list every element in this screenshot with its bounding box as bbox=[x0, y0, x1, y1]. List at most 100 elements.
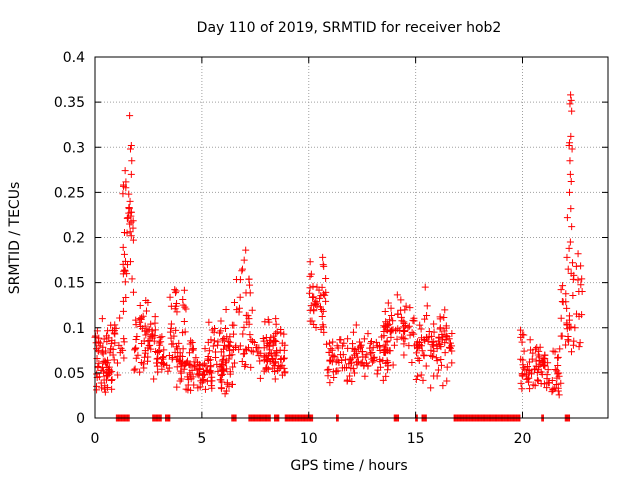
data-point bbox=[158, 333, 166, 341]
data-point bbox=[123, 229, 131, 237]
data-point bbox=[136, 302, 144, 310]
data-point bbox=[578, 275, 586, 283]
data-point bbox=[137, 359, 145, 367]
data-point bbox=[576, 339, 584, 347]
data-point bbox=[410, 330, 418, 338]
x-tick-label: 20 bbox=[514, 431, 532, 447]
data-point bbox=[346, 372, 354, 380]
data-point bbox=[259, 334, 267, 342]
data-point bbox=[414, 354, 422, 362]
data-point bbox=[319, 253, 327, 261]
data-point bbox=[322, 297, 330, 305]
data-point bbox=[405, 322, 413, 330]
data-point bbox=[534, 351, 542, 359]
data-point bbox=[569, 259, 577, 267]
data-point bbox=[225, 355, 233, 363]
data-point bbox=[570, 271, 578, 279]
data-point bbox=[372, 338, 380, 346]
data-point bbox=[160, 346, 168, 354]
data-point bbox=[223, 333, 231, 341]
data-point bbox=[153, 362, 161, 370]
data-point bbox=[567, 205, 575, 213]
data-point bbox=[400, 318, 408, 326]
data-point bbox=[389, 361, 397, 369]
data-point bbox=[240, 350, 248, 358]
data-point bbox=[557, 379, 565, 387]
data-point bbox=[262, 334, 270, 341]
data-point bbox=[315, 286, 323, 294]
data-point bbox=[131, 346, 139, 354]
data-point bbox=[412, 375, 420, 383]
data-point bbox=[247, 363, 255, 371]
data-point bbox=[436, 313, 444, 321]
data-point bbox=[437, 343, 445, 351]
data-point bbox=[421, 283, 429, 291]
x-tick-label: 5 bbox=[197, 431, 206, 447]
data-point bbox=[443, 363, 451, 371]
data-point bbox=[568, 107, 576, 115]
data-point bbox=[351, 369, 359, 377]
data-point bbox=[568, 145, 576, 153]
data-point bbox=[210, 325, 218, 333]
data-point bbox=[119, 307, 127, 315]
data-point bbox=[107, 377, 115, 385]
data-point bbox=[172, 326, 180, 334]
data-point bbox=[99, 350, 107, 358]
data-point bbox=[166, 293, 174, 301]
data-point bbox=[158, 358, 166, 366]
data-point bbox=[229, 363, 237, 371]
data-point bbox=[557, 314, 565, 322]
data-point bbox=[382, 341, 390, 349]
data-point bbox=[231, 343, 239, 351]
data-point bbox=[433, 341, 441, 349]
data-point bbox=[280, 355, 288, 363]
data-point bbox=[319, 321, 327, 329]
data-point bbox=[422, 362, 430, 370]
data-point bbox=[120, 338, 128, 346]
data-point bbox=[123, 270, 131, 278]
data-point bbox=[554, 384, 562, 392]
data-point bbox=[147, 333, 155, 341]
data-point bbox=[94, 338, 102, 346]
data-point bbox=[330, 373, 338, 381]
data-point bbox=[440, 314, 448, 322]
data-point bbox=[128, 157, 136, 165]
data-point bbox=[400, 340, 408, 348]
data-point bbox=[322, 274, 330, 282]
data-point bbox=[566, 157, 574, 165]
data-point bbox=[103, 383, 111, 391]
data-point bbox=[129, 288, 137, 296]
data-point bbox=[128, 275, 136, 283]
data-point bbox=[534, 366, 542, 374]
data-point bbox=[280, 346, 288, 354]
data-point bbox=[575, 312, 583, 320]
data-point bbox=[190, 381, 198, 389]
data-point bbox=[246, 281, 254, 289]
data-point bbox=[520, 347, 528, 355]
x-tick-label: 15 bbox=[407, 431, 425, 447]
data-point bbox=[108, 326, 116, 334]
data-point bbox=[228, 351, 236, 359]
data-point bbox=[205, 318, 213, 326]
data-point bbox=[330, 352, 338, 360]
data-point bbox=[160, 353, 168, 361]
data-point bbox=[120, 354, 128, 362]
data-point bbox=[242, 361, 250, 369]
data-point bbox=[217, 317, 225, 325]
y-axis-label: SRMTID / TECUs bbox=[7, 182, 23, 295]
data-point bbox=[529, 349, 537, 357]
data-point bbox=[256, 357, 264, 365]
data-point bbox=[201, 385, 209, 393]
data-point bbox=[443, 377, 451, 385]
data-point bbox=[533, 376, 541, 384]
data-point bbox=[368, 358, 376, 366]
data-point bbox=[181, 328, 189, 336]
data-point bbox=[566, 238, 574, 246]
data-point bbox=[271, 375, 279, 383]
data-point bbox=[98, 348, 106, 356]
data-point bbox=[397, 296, 405, 304]
data-point bbox=[119, 297, 127, 305]
data-point bbox=[180, 286, 188, 294]
data-point bbox=[317, 303, 325, 311]
data-point bbox=[565, 141, 573, 149]
